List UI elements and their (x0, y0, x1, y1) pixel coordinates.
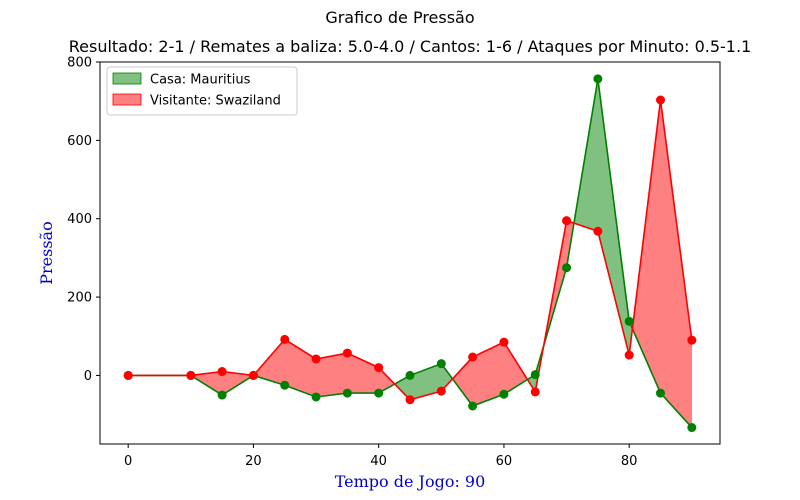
series-points (123, 74, 697, 433)
data-point-away (562, 216, 572, 226)
data-point-home (593, 74, 603, 84)
y-tick-label: 800 (67, 56, 92, 71)
series-line-away (128, 99, 693, 401)
data-point-away (342, 348, 352, 358)
legend-label-away: Visitante: Swaziland (150, 94, 281, 109)
data-point-away (499, 337, 509, 347)
data-point-away (217, 367, 227, 377)
chart-subtitle: Resultado: 2-1 / Remates a baliza: 5.0-4… (68, 37, 752, 56)
data-point-home (562, 263, 572, 273)
y-tick-label: 200 (67, 291, 92, 306)
data-point-away (248, 370, 258, 380)
data-point-home (405, 370, 415, 380)
data-point-away (656, 95, 666, 105)
data-point-home (656, 388, 666, 398)
x-tick-label: 20 (245, 454, 262, 469)
fill-area-away (660, 99, 693, 429)
fill-area-away (347, 352, 379, 394)
data-point-away (123, 370, 133, 380)
legend-swatch-away (112, 93, 142, 106)
data-point-home (436, 359, 446, 369)
x-axis-ticks: 0 20 40 60 80 (124, 444, 637, 469)
y-axis-ticks: 0 200 400 600 800 (67, 56, 100, 384)
fill-area-away (284, 338, 317, 398)
data-point-home (374, 388, 384, 398)
x-tick-label: 60 (496, 454, 513, 469)
y-axis-label: Pressão (37, 221, 56, 284)
series-lines (128, 78, 693, 429)
data-point-away (436, 386, 446, 396)
data-point-away (624, 350, 634, 360)
data-point-home (342, 388, 352, 398)
legend: Casa: Mauritius Visitante: Swaziland (106, 66, 298, 116)
fill-area-away (252, 338, 285, 386)
x-tick-label: 80 (621, 454, 638, 469)
data-point-away (593, 226, 603, 236)
data-point-away (405, 395, 415, 405)
data-point-away (468, 352, 478, 362)
legend-label-home: Casa: Mauritius (150, 73, 251, 88)
fill-area-away (632, 99, 661, 394)
fill-area-away (452, 356, 473, 407)
legend-box (106, 66, 298, 116)
series-line-home (128, 78, 693, 429)
data-point-home (217, 390, 227, 400)
x-axis-label: Tempo de Jogo: 90 (335, 472, 486, 491)
y-tick-label: 0 (84, 369, 92, 384)
data-point-home (311, 392, 321, 402)
data-point-home (468, 401, 478, 411)
data-point-away (374, 363, 384, 373)
data-point-away (687, 335, 697, 345)
data-point-home (687, 423, 697, 433)
data-point-home (280, 380, 290, 390)
fill-area-away (315, 352, 348, 398)
x-tick-label: 40 (370, 454, 387, 469)
x-tick-label: 0 (124, 454, 132, 469)
chart-title: Grafico de Pressão (325, 8, 475, 27)
data-point-away (530, 387, 540, 397)
y-tick-label: 600 (67, 134, 92, 149)
data-point-away (186, 370, 196, 380)
data-point-home (624, 316, 634, 326)
data-point-away (280, 334, 290, 344)
data-point-home (530, 370, 540, 380)
plot-frame (99, 61, 721, 445)
data-point-away (311, 354, 321, 364)
data-point-home (499, 389, 509, 399)
legend-swatch-home (112, 72, 142, 85)
y-tick-label: 400 (67, 212, 92, 227)
